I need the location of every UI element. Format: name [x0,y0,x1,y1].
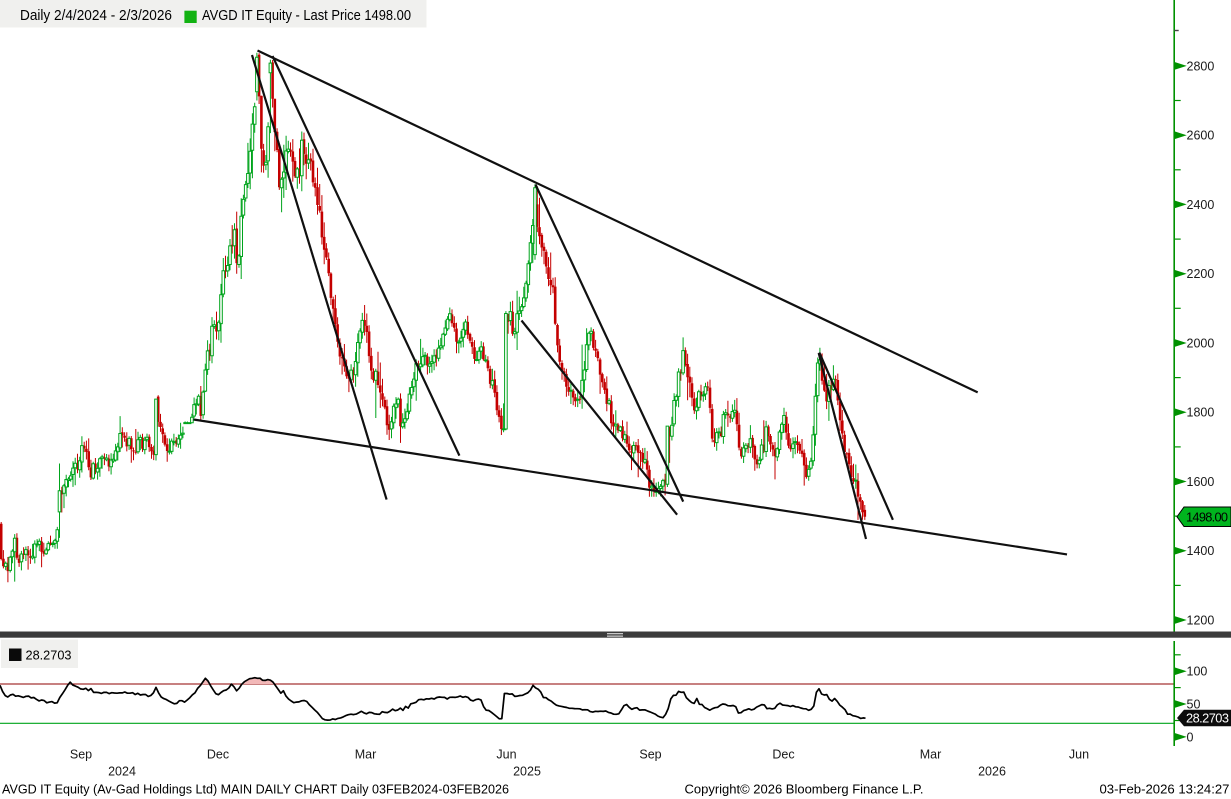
svg-text:1200: 1200 [1187,614,1215,628]
svg-text:2024: 2024 [108,765,136,779]
svg-text:2400: 2400 [1187,198,1215,212]
svg-text:1400: 1400 [1187,544,1215,558]
svg-text:Mar: Mar [920,748,942,762]
svg-text:Daily 2/4/2024 - 2/3/2026: Daily 2/4/2024 - 2/3/2026 [20,8,172,24]
svg-text:Jun: Jun [1069,748,1089,762]
svg-text:100: 100 [1187,665,1208,679]
svg-text:1498.00: 1498.00 [1186,509,1228,524]
svg-text:1800: 1800 [1187,406,1215,420]
svg-text:2025: 2025 [513,765,541,779]
svg-text:Sep: Sep [70,748,92,762]
svg-text:2800: 2800 [1187,59,1215,73]
svg-text:28.2703: 28.2703 [26,648,72,663]
svg-text:1600: 1600 [1187,475,1215,489]
svg-text:AVGD IT Equity - Last Price 14: AVGD IT Equity - Last Price 1498.00 [202,8,411,24]
svg-text:Jun: Jun [496,748,516,762]
svg-text:Dec: Dec [772,748,794,762]
svg-text:Sep: Sep [639,748,661,762]
svg-text:2026: 2026 [978,765,1006,779]
svg-text:0: 0 [1187,730,1194,744]
svg-text:03-Feb-2026 13:24:27: 03-Feb-2026 13:24:27 [1100,783,1230,797]
svg-text:2600: 2600 [1187,129,1215,143]
svg-text:AVGD IT Equity (Av-Gad Holding: AVGD IT Equity (Av-Gad Holdings Ltd) MAI… [2,783,509,797]
svg-text:Copyright© 2026 Bloomberg Fina: Copyright© 2026 Bloomberg Finance L.P. [685,783,924,797]
svg-text:28.2703: 28.2703 [1186,711,1229,726]
svg-text:Mar: Mar [355,748,377,762]
svg-text:50: 50 [1187,698,1201,712]
svg-text:2200: 2200 [1187,267,1215,281]
svg-text:Dec: Dec [207,748,229,762]
svg-text:2000: 2000 [1187,337,1215,351]
